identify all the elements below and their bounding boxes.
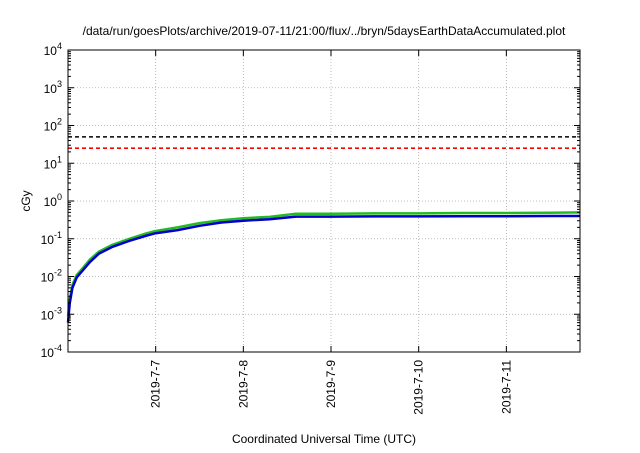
- y-tick-label: 10-2: [41, 268, 62, 285]
- y-tick-label: 101: [44, 154, 62, 171]
- y-tick-label: 102: [44, 117, 62, 134]
- chart-title: /data/run/goesPlots/archive/2019-07-11/2…: [83, 24, 566, 38]
- x-axis-label: Coordinated Universal Time (UTC): [232, 432, 416, 446]
- series-line: [66, 214, 580, 323]
- series-lines: [66, 211, 581, 323]
- plot-frame: [67, 49, 581, 353]
- axis-ticks: 10-4 10-3 10-2 10-1 100 101 102 103 104 2019-7-7 2…: [41, 41, 580, 415]
- x-tick-label: 2019-7-8: [236, 360, 250, 408]
- y-axis-label: cGy: [19, 190, 33, 211]
- threshold-lines: [68, 136, 580, 150]
- x-tick-label: 2019-7-11: [499, 360, 513, 414]
- series-line: [66, 211, 581, 317]
- x-tick-label: 2019-7-10: [412, 360, 426, 415]
- x-tick-label: 2019-7-9: [324, 360, 338, 408]
- grid: [68, 50, 580, 352]
- y-tick-label: 10-1: [41, 230, 62, 247]
- y-tick-label: 10-3: [41, 305, 62, 322]
- y-tick-label: 100: [44, 192, 62, 209]
- y-tick-label: 104: [44, 41, 62, 58]
- y-tick-label: 103: [44, 79, 62, 96]
- y-tick-label: 10-4: [41, 343, 62, 360]
- x-tick-label: 2019-7-7: [149, 360, 163, 408]
